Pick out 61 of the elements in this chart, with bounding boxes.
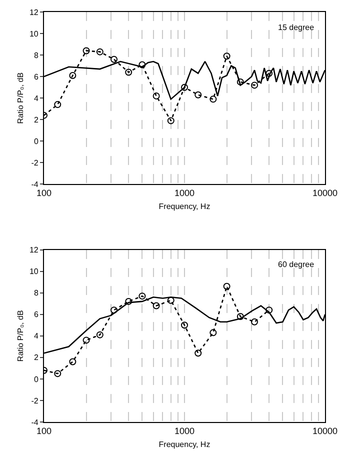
point xyxy=(54,370,62,378)
point xyxy=(82,336,90,344)
y-tick-label: 6 xyxy=(34,310,39,320)
point xyxy=(194,350,202,357)
x-tick-label: 100 xyxy=(36,426,52,436)
x-tick-label: 1000 xyxy=(174,188,195,198)
x-tick-label: 10000 xyxy=(312,426,338,436)
point xyxy=(223,282,230,290)
x-axis-title: Frequency, Hz xyxy=(158,440,210,449)
point xyxy=(125,68,132,76)
point xyxy=(251,82,258,89)
y-tick-label: 12 xyxy=(29,8,39,17)
y-tick-label: 2 xyxy=(34,115,39,124)
point xyxy=(69,358,76,366)
point xyxy=(251,318,258,326)
point xyxy=(54,101,62,108)
x-tick-label: 1000 xyxy=(174,426,195,436)
y-tick-label: 8 xyxy=(34,288,39,298)
point xyxy=(210,329,217,336)
y-axis-title: Ratio P/P₀, dB xyxy=(16,310,26,362)
annotation: 60 degree xyxy=(278,260,315,269)
point xyxy=(194,91,202,98)
y-tick-label: 6 xyxy=(34,72,39,82)
point xyxy=(96,48,104,56)
y-tick-label: 10 xyxy=(29,267,39,276)
point xyxy=(152,302,160,310)
point xyxy=(210,96,217,103)
y-tick-label: 4 xyxy=(34,332,39,341)
point xyxy=(266,306,273,314)
point xyxy=(96,331,104,338)
point xyxy=(110,56,118,63)
annotation: 15 degree xyxy=(278,23,315,32)
point xyxy=(223,52,230,60)
y-tick-label: -4 xyxy=(31,418,39,427)
point xyxy=(152,92,160,100)
y-tick-label: 12 xyxy=(29,246,39,255)
y-tick-label: 10 xyxy=(29,29,39,38)
y-tick-label: 0 xyxy=(34,374,39,384)
point xyxy=(125,298,132,305)
y-tick-label: 4 xyxy=(34,94,39,103)
point xyxy=(69,72,76,79)
point xyxy=(138,61,146,68)
point xyxy=(167,296,174,304)
y-tick-label: 0 xyxy=(34,136,39,146)
y-tick-label: -2 xyxy=(31,396,39,406)
point xyxy=(82,47,90,54)
point xyxy=(167,117,174,124)
y-tick-label: 2 xyxy=(34,353,39,362)
point xyxy=(236,313,244,320)
x-tick-label: 10000 xyxy=(312,188,338,198)
x-tick-label: 100 xyxy=(36,188,52,198)
point xyxy=(266,70,273,77)
point xyxy=(110,306,118,314)
y-tick-label: -2 xyxy=(31,158,39,168)
y-axis-title: Ratio P/P₀, dB xyxy=(16,72,26,124)
y-tick-label: -4 xyxy=(31,180,39,189)
y-tick-label: 8 xyxy=(34,50,39,60)
point xyxy=(138,292,146,300)
x-axis-title: Frequency, Hz xyxy=(158,202,210,212)
point xyxy=(181,322,188,329)
point xyxy=(236,78,244,86)
